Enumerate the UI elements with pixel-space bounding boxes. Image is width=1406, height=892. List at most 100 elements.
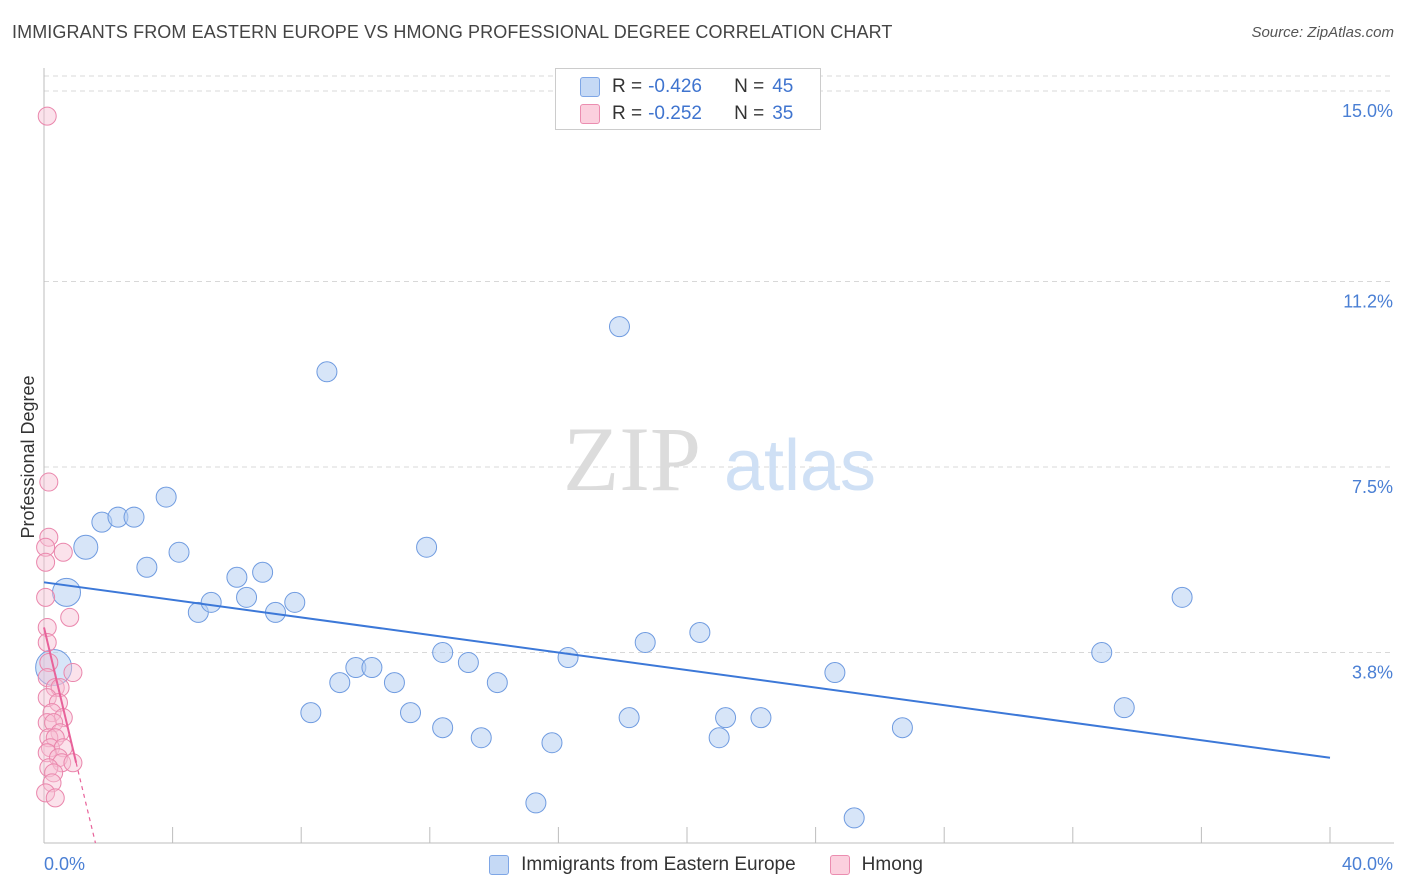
point-hmong	[39, 728, 59, 748]
point-eastern-europe	[457, 652, 479, 674]
legend-r-label: R =	[612, 76, 643, 97]
point-eastern-europe	[316, 361, 338, 383]
point-eastern-europe	[618, 707, 640, 729]
legend-r-label: R =	[612, 103, 643, 124]
tick-labels: 3.8% 7.5% 11.2% 15.0% 0.0% 40.0%	[44, 101, 1393, 874]
point-eastern-europe	[73, 534, 99, 560]
axes	[43, 68, 1394, 844]
point-hmong	[37, 617, 57, 637]
point-eastern-europe	[486, 672, 508, 694]
point-hmong	[36, 587, 56, 607]
trend-line-hmong	[43, 627, 78, 764]
point-hmong	[37, 743, 57, 763]
point-hmong	[37, 713, 57, 733]
legend-r-value: -0.252	[648, 103, 702, 124]
point-eastern-europe	[168, 541, 190, 563]
trend-lines	[43, 581, 1331, 844]
y-tick-label: 7.5%	[1352, 477, 1393, 497]
point-hmong	[45, 728, 65, 748]
point-eastern-europe	[432, 642, 454, 664]
stats-legend: R = -0.426 N = 45 R = -0.252 N = 35	[555, 68, 821, 130]
point-eastern-europe	[470, 727, 492, 749]
point-eastern-europe	[843, 807, 865, 829]
legend-n-label: N =	[734, 103, 765, 124]
point-eastern-europe	[634, 631, 656, 653]
point-hmong	[37, 106, 57, 126]
point-eastern-europe	[52, 577, 82, 607]
point-eastern-europe	[329, 672, 351, 694]
point-eastern-europe	[300, 702, 322, 724]
point-eastern-europe	[824, 662, 846, 684]
chart-title: IMMIGRANTS FROM EASTERN EUROPE VS HMONG …	[12, 22, 893, 42]
legend-item-label: Immigrants from Eastern Europe	[521, 854, 796, 875]
point-hmong	[36, 537, 56, 557]
legend-r-value: -0.426	[648, 76, 702, 97]
point-hmong	[44, 713, 64, 733]
gridlines	[44, 75, 1394, 654]
point-hmong	[63, 753, 83, 773]
legend-item-hmong: Hmong	[829, 854, 923, 876]
point-eastern-europe	[1171, 586, 1193, 608]
point-hmong	[36, 552, 56, 572]
point-eastern-europe	[252, 561, 274, 583]
series-legend: Immigrants from Eastern Europe Hmong	[0, 851, 1406, 879]
x-tick-label: 0.0%	[44, 854, 85, 874]
point-eastern-europe	[891, 717, 913, 739]
point-eastern-europe	[541, 732, 563, 754]
point-hmong	[39, 472, 59, 492]
point-eastern-europe	[383, 672, 405, 694]
trend-extension-hmong	[75, 762, 97, 844]
point-eastern-europe	[226, 566, 248, 588]
point-hmong	[42, 773, 62, 793]
legend-row-eastern-europe: R = -0.426 N = 45	[580, 75, 793, 99]
point-eastern-europe	[200, 591, 222, 613]
point-hmong	[36, 783, 56, 803]
point-hmong	[37, 688, 57, 708]
point-eastern-europe	[123, 506, 145, 528]
y-axis-label: Professional Degree	[18, 375, 38, 538]
point-hmong	[45, 788, 65, 808]
point-eastern-europe	[557, 647, 579, 669]
point-eastern-europe	[715, 707, 737, 729]
y-tick-label: 15.0%	[1342, 101, 1393, 121]
point-eastern-europe	[525, 792, 547, 814]
point-eastern-europe	[608, 316, 630, 338]
point-eastern-europe	[400, 702, 422, 724]
point-eastern-europe	[284, 591, 306, 613]
legend-n-value: 45	[772, 76, 794, 97]
watermark-atlas: atlas	[724, 426, 876, 506]
legend-row-hmong: R = -0.252 N = 35	[580, 102, 793, 126]
source-label: Source: ZipAtlas.com	[1251, 24, 1394, 41]
point-eastern-europe	[1091, 642, 1113, 664]
legend-n-value: 35	[772, 103, 794, 124]
point-eastern-europe	[689, 621, 711, 643]
legend-swatch-pink	[829, 855, 850, 875]
point-eastern-europe	[236, 586, 258, 608]
point-eastern-europe	[1113, 697, 1135, 719]
y-tick-label: 3.8%	[1352, 663, 1393, 683]
point-hmong	[42, 703, 62, 723]
x-tick-label: 40.0%	[1342, 854, 1393, 874]
legend-item-label: Hmong	[861, 854, 923, 875]
point-hmong	[53, 542, 73, 562]
trend-line-eastern-europe	[43, 581, 1331, 759]
point-eastern-europe	[750, 707, 772, 729]
point-eastern-europe	[155, 486, 177, 508]
point-eastern-europe	[136, 556, 158, 578]
point-hmong	[63, 663, 83, 683]
point-hmong	[52, 753, 72, 773]
point-eastern-europe	[432, 717, 454, 739]
point-hmong	[60, 607, 80, 627]
point-hmong	[48, 748, 68, 768]
legend-n-label: N =	[734, 76, 765, 97]
data-points	[35, 106, 1193, 829]
watermark-zip: ZIP	[563, 408, 701, 510]
legend-swatch-pink	[580, 104, 600, 124]
y-tick-label: 11.2%	[1343, 292, 1393, 312]
point-eastern-europe	[708, 727, 730, 749]
legend-item-eastern-europe: Immigrants from Eastern Europe	[489, 854, 796, 876]
point-eastern-europe	[416, 536, 438, 558]
point-eastern-europe	[361, 657, 383, 679]
legend-swatch-blue	[580, 77, 600, 97]
